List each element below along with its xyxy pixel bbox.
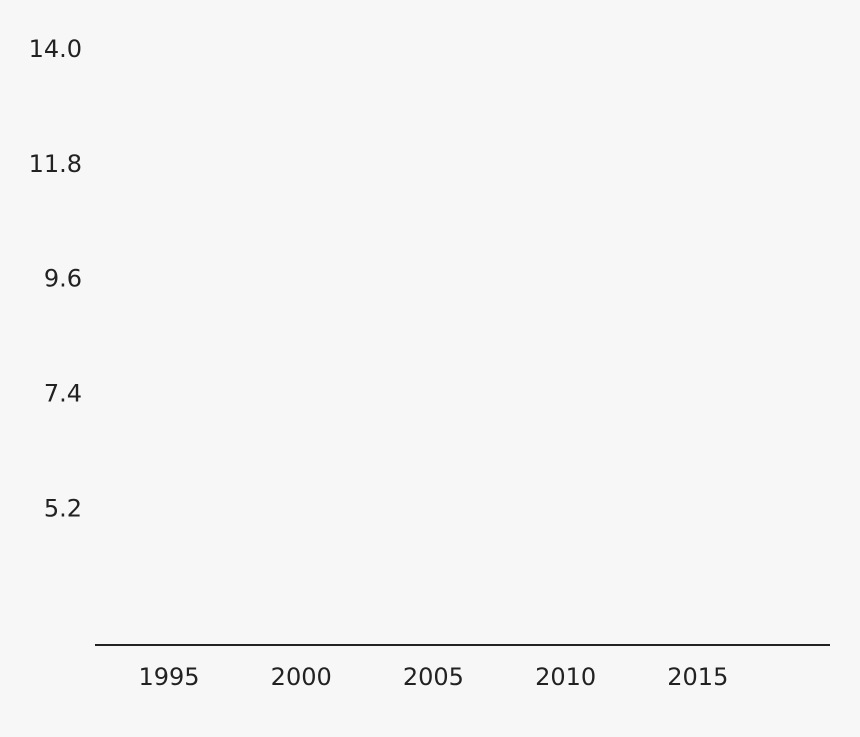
x-tick-label: 2005 [403, 663, 464, 691]
y-tick-label: 14.0 [29, 35, 82, 63]
x-tick-label: 2010 [535, 663, 596, 691]
y-tick-label: 9.6 [44, 265, 82, 293]
x-tick-label: 2000 [271, 663, 332, 691]
y-tick-label: 5.2 [44, 494, 82, 522]
x-tick-label: 2015 [667, 663, 728, 691]
y-tick-label: 7.4 [44, 379, 82, 407]
y-tick-label: 11.8 [29, 150, 82, 178]
x-tick-label: 1995 [138, 663, 199, 691]
